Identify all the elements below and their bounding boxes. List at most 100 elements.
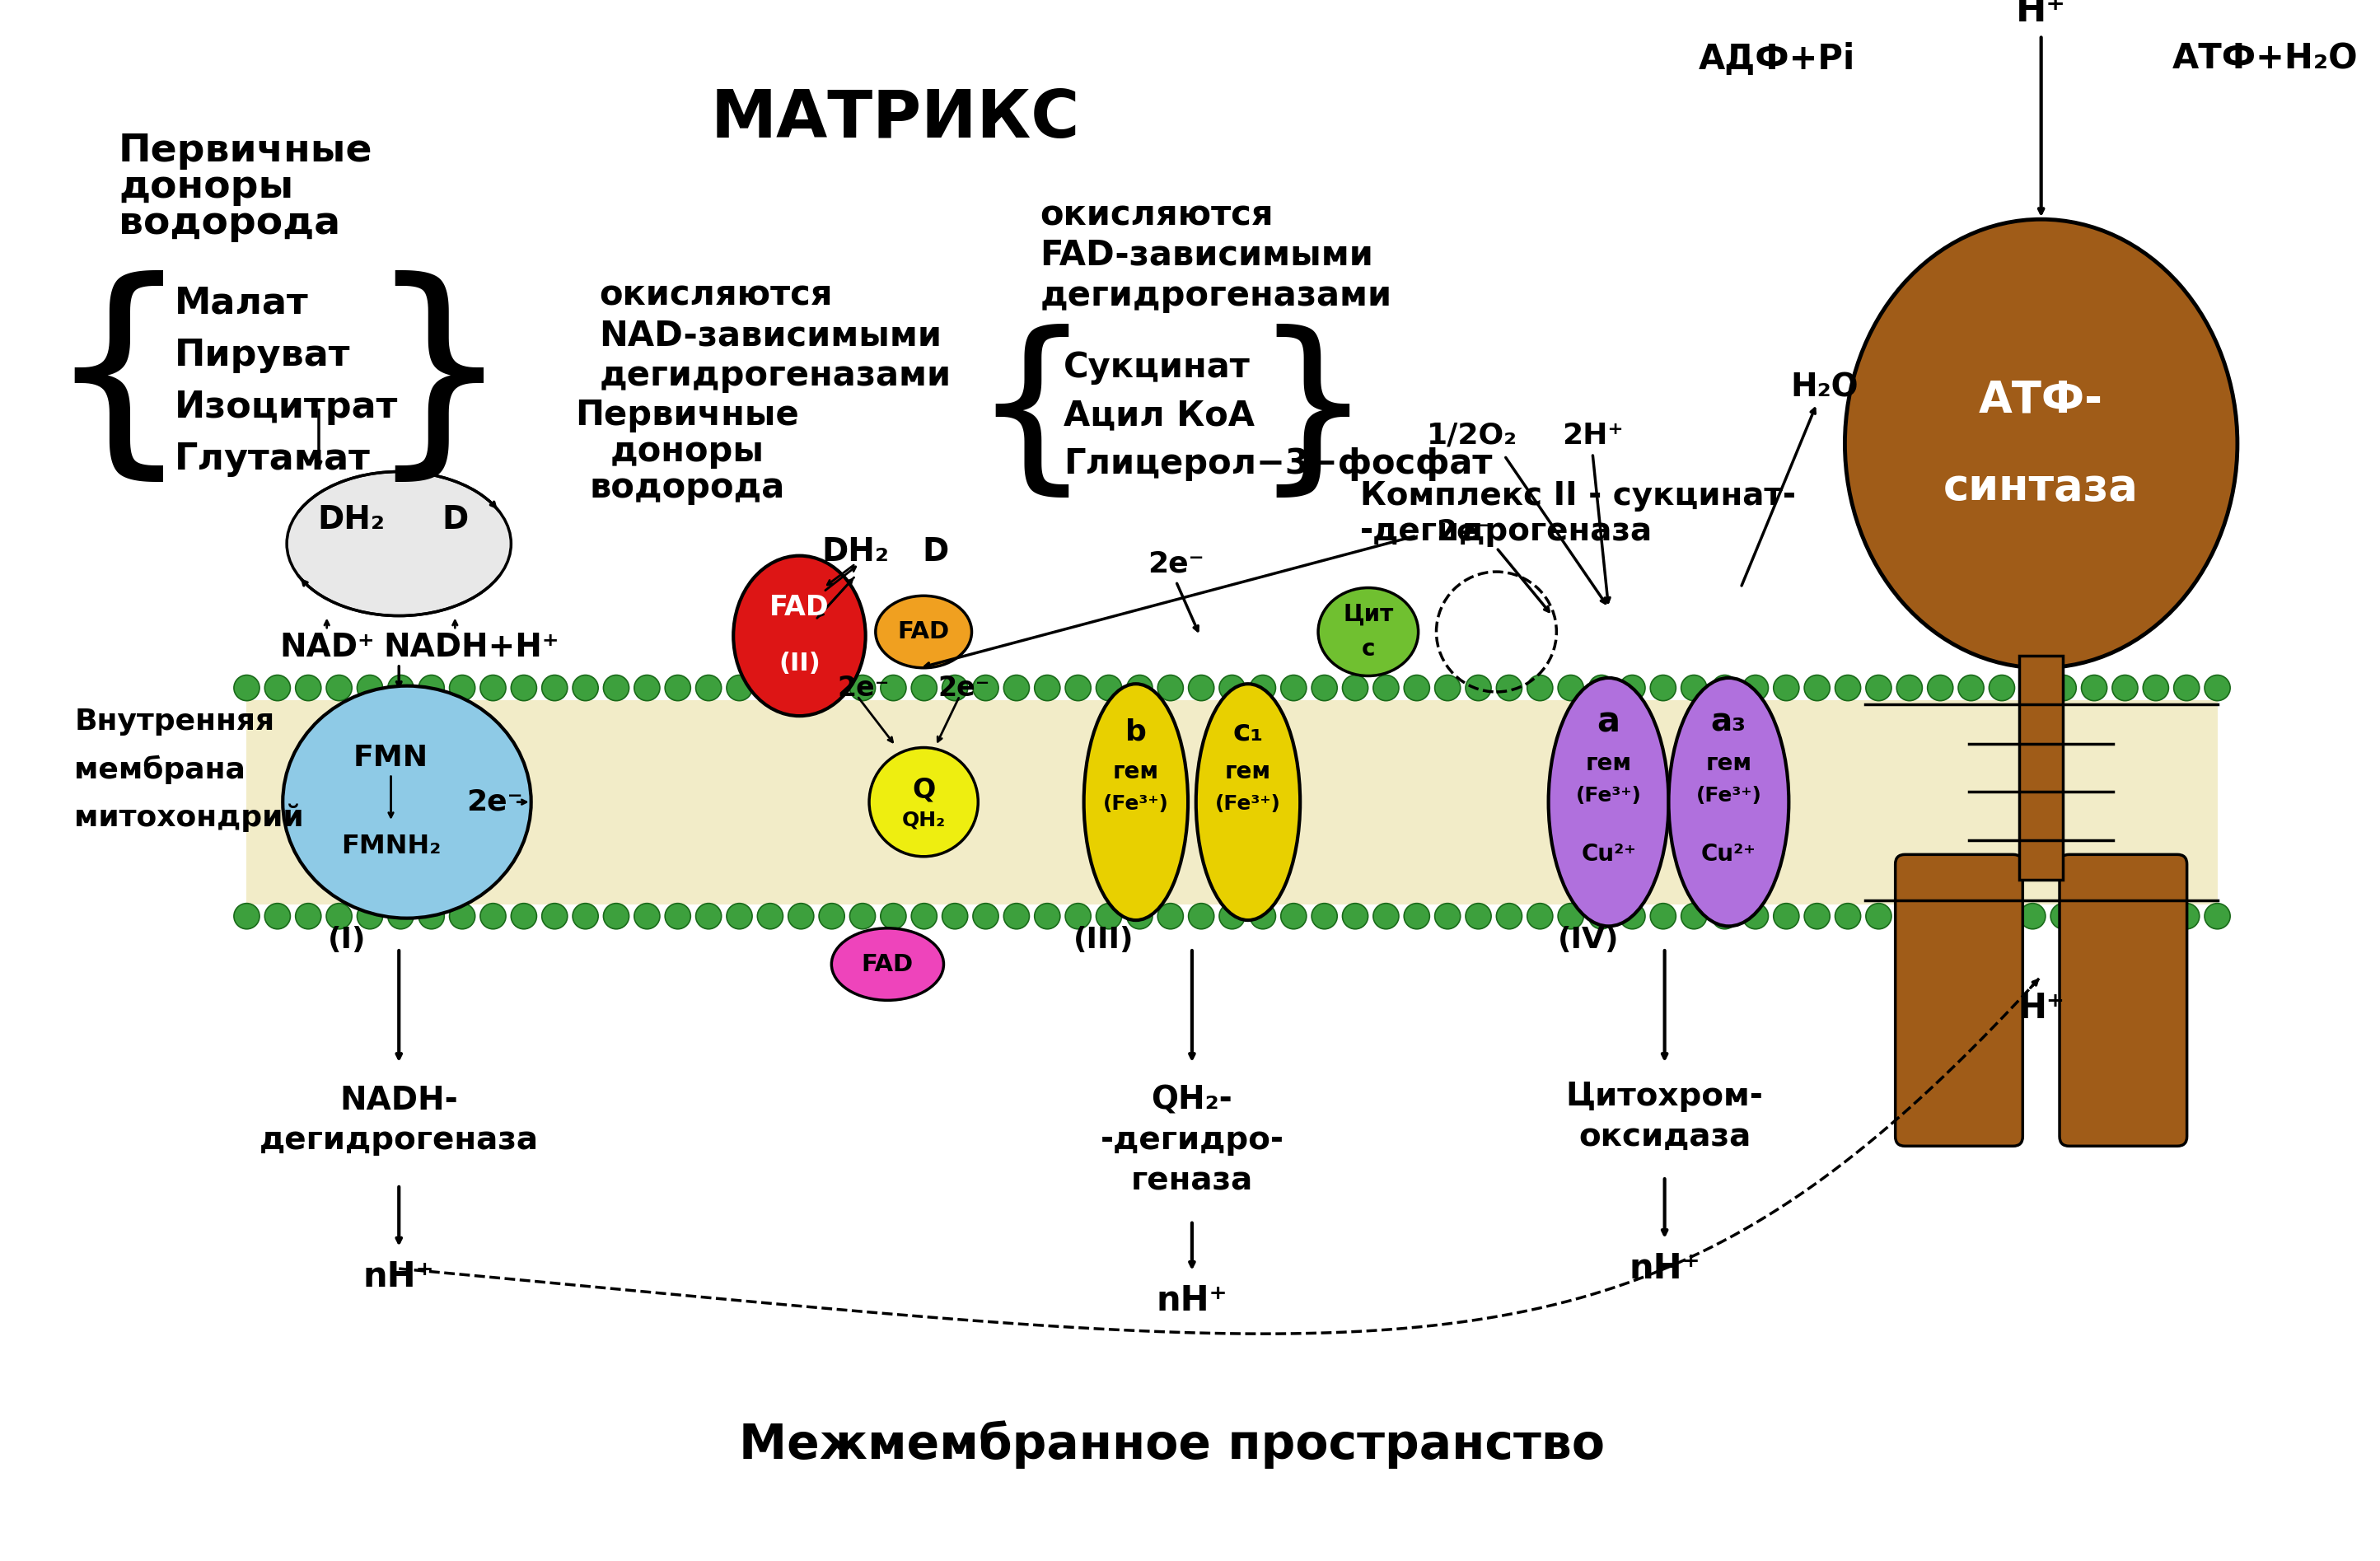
Circle shape xyxy=(1835,674,1861,701)
Text: Cu²⁺: Cu²⁺ xyxy=(1580,843,1635,866)
Circle shape xyxy=(819,904,845,929)
Text: Первичные: Первичные xyxy=(576,398,800,432)
Circle shape xyxy=(512,674,536,701)
Text: D: D xyxy=(923,535,950,567)
Text: МАТРИКС: МАТРИКС xyxy=(712,87,1081,151)
Circle shape xyxy=(1435,674,1461,701)
Circle shape xyxy=(1559,904,1583,929)
Circle shape xyxy=(1528,904,1552,929)
Text: Цит: Цит xyxy=(1342,603,1392,626)
Circle shape xyxy=(1559,674,1583,701)
Circle shape xyxy=(912,904,938,929)
Circle shape xyxy=(881,904,907,929)
Circle shape xyxy=(2142,674,2168,701)
Circle shape xyxy=(1004,674,1028,701)
Circle shape xyxy=(1373,674,1399,701)
Circle shape xyxy=(695,674,721,701)
Circle shape xyxy=(1590,904,1614,929)
Ellipse shape xyxy=(831,929,942,1001)
Circle shape xyxy=(1250,674,1276,701)
Text: Изоцитрат: Изоцитрат xyxy=(174,390,397,425)
Text: FAD: FAD xyxy=(769,595,828,621)
Circle shape xyxy=(664,674,690,701)
Text: (Fe³⁺): (Fe³⁺) xyxy=(1216,793,1280,813)
Circle shape xyxy=(295,904,321,929)
Circle shape xyxy=(574,674,597,701)
Circle shape xyxy=(1188,904,1214,929)
Circle shape xyxy=(1373,904,1399,929)
Circle shape xyxy=(1157,674,1183,701)
Circle shape xyxy=(633,904,659,929)
Circle shape xyxy=(1219,674,1245,701)
Circle shape xyxy=(1126,904,1152,929)
Text: nH⁺: nH⁺ xyxy=(1628,1252,1699,1286)
Circle shape xyxy=(1404,904,1430,929)
Text: H₂O: H₂O xyxy=(1790,372,1859,403)
Circle shape xyxy=(1311,674,1338,701)
Text: митохондрий: митохондрий xyxy=(74,804,305,832)
Circle shape xyxy=(1466,904,1492,929)
Text: 2e⁻: 2e⁻ xyxy=(466,788,524,816)
Circle shape xyxy=(605,674,628,701)
Circle shape xyxy=(1680,674,1706,701)
Text: Cu²⁺: Cu²⁺ xyxy=(1702,843,1756,866)
Text: окисляются: окисляются xyxy=(600,278,833,312)
Text: дегидрогеназами: дегидрогеназами xyxy=(600,357,952,393)
Text: QH₂-: QH₂- xyxy=(1152,1085,1233,1116)
Ellipse shape xyxy=(1083,684,1188,919)
Text: окисляются: окисляются xyxy=(1040,198,1273,233)
Text: (Fe³⁺): (Fe³⁺) xyxy=(1576,785,1642,805)
Circle shape xyxy=(1035,674,1059,701)
Text: 2e⁻: 2e⁻ xyxy=(938,674,990,701)
Circle shape xyxy=(1804,904,1830,929)
Circle shape xyxy=(2082,674,2106,701)
Text: Ацил КоА: Ацил КоА xyxy=(1064,398,1254,432)
Circle shape xyxy=(1219,904,1245,929)
Circle shape xyxy=(326,904,352,929)
Circle shape xyxy=(2021,674,2044,701)
Circle shape xyxy=(973,674,1000,701)
Text: FMNH₂: FMNH₂ xyxy=(340,834,440,859)
Text: Межмембранное пространство: Межмембранное пространство xyxy=(740,1421,1604,1469)
Circle shape xyxy=(695,904,721,929)
Circle shape xyxy=(1280,904,1307,929)
Text: }: } xyxy=(367,270,512,493)
Circle shape xyxy=(295,674,321,701)
Text: Глицерол−3−фосфат: Глицерол−3−фосфат xyxy=(1064,446,1492,481)
Circle shape xyxy=(512,904,536,929)
Circle shape xyxy=(2173,674,2199,701)
Circle shape xyxy=(1742,904,1768,929)
Circle shape xyxy=(869,748,978,857)
Circle shape xyxy=(1959,674,1985,701)
Circle shape xyxy=(1342,674,1368,701)
Text: Сукцинат: Сукцинат xyxy=(1064,350,1250,386)
Circle shape xyxy=(2021,904,2044,929)
Circle shape xyxy=(2204,674,2230,701)
Text: Пируват: Пируват xyxy=(174,337,350,373)
Circle shape xyxy=(1742,674,1768,701)
Circle shape xyxy=(574,904,597,929)
Circle shape xyxy=(1590,674,1614,701)
Circle shape xyxy=(481,904,507,929)
Circle shape xyxy=(1618,904,1645,929)
Circle shape xyxy=(1466,674,1492,701)
Text: nH⁺: nH⁺ xyxy=(1157,1283,1228,1317)
Circle shape xyxy=(788,674,814,701)
Circle shape xyxy=(1497,904,1521,929)
Circle shape xyxy=(388,674,414,701)
Circle shape xyxy=(1066,904,1090,929)
Circle shape xyxy=(757,674,783,701)
Text: 2e⁻: 2e⁻ xyxy=(1147,549,1204,578)
Text: геназа: геназа xyxy=(1130,1165,1252,1196)
Text: c: c xyxy=(1361,638,1376,660)
Circle shape xyxy=(419,674,445,701)
Text: FMN: FMN xyxy=(352,745,428,773)
Text: 2H⁺: 2H⁺ xyxy=(1561,421,1623,450)
Text: дегидрогеназа: дегидрогеназа xyxy=(259,1125,538,1157)
Text: DH₂: DH₂ xyxy=(317,504,386,535)
Text: Комплекс II - сукцинат-: Комплекс II - сукцинат- xyxy=(1361,479,1797,512)
Circle shape xyxy=(850,904,876,929)
Circle shape xyxy=(1990,904,2013,929)
Text: H⁺: H⁺ xyxy=(2018,991,2063,1026)
Circle shape xyxy=(1990,674,2013,701)
